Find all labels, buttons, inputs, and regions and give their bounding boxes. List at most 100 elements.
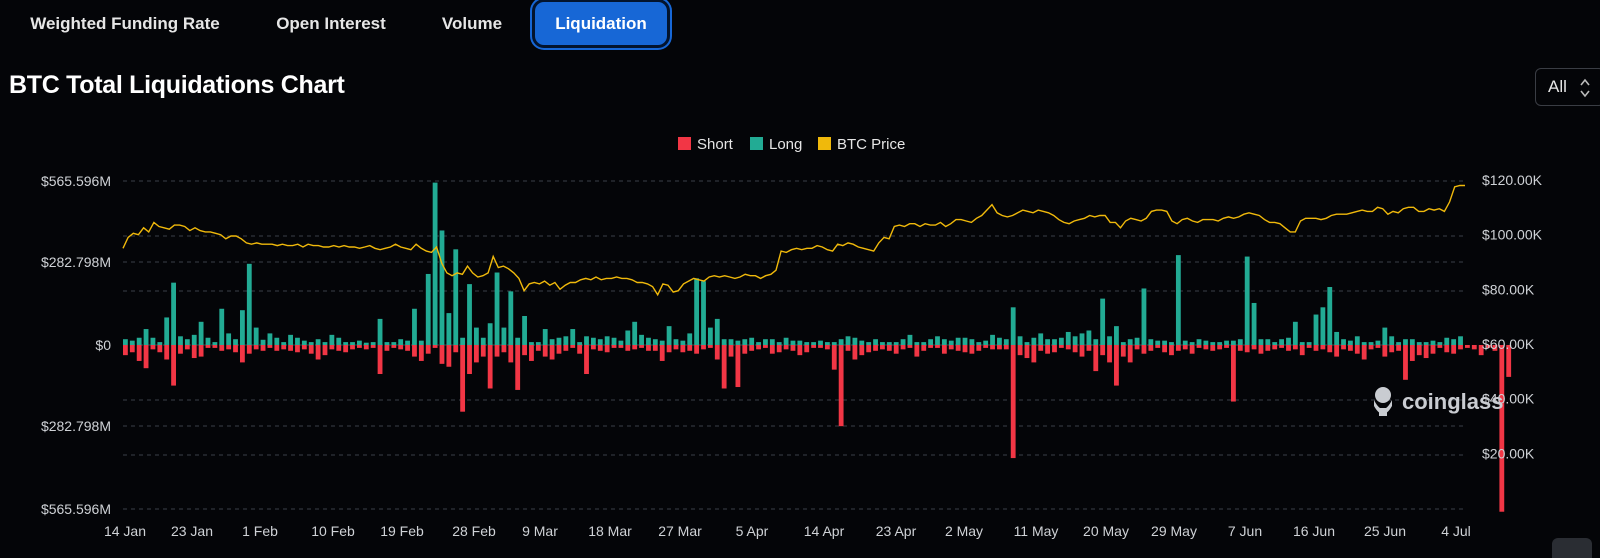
short-bar[interactable] xyxy=(446,345,452,367)
long-bar[interactable] xyxy=(136,337,142,345)
long-bar[interactable] xyxy=(666,326,672,345)
short-bar[interactable] xyxy=(350,345,355,350)
long-bar[interactable] xyxy=(900,339,906,345)
short-bar[interactable] xyxy=(1382,345,1388,357)
short-bar[interactable] xyxy=(405,345,410,351)
legend-item-long[interactable]: Long xyxy=(750,136,802,153)
long-bar[interactable] xyxy=(178,336,183,345)
long-bar[interactable] xyxy=(1451,339,1457,345)
short-bar[interactable] xyxy=(515,345,521,390)
long-bar[interactable] xyxy=(1361,342,1367,345)
short-bar[interactable] xyxy=(590,345,596,350)
tab-liquidation[interactable]: Liquidation xyxy=(535,2,667,45)
short-bar[interactable] xyxy=(336,345,342,351)
long-bar[interactable] xyxy=(1196,339,1202,345)
short-bar[interactable] xyxy=(852,345,858,360)
long-bar[interactable] xyxy=(735,340,741,345)
long-bar[interactable] xyxy=(1409,339,1415,345)
long-bar[interactable] xyxy=(659,340,665,345)
long-bar[interactable] xyxy=(1279,339,1284,345)
long-bar[interactable] xyxy=(301,340,307,345)
short-bar[interactable] xyxy=(811,345,817,348)
long-bar[interactable] xyxy=(129,340,135,345)
short-bar[interactable] xyxy=(1409,345,1415,361)
short-bar[interactable] xyxy=(288,345,293,351)
long-bar[interactable] xyxy=(205,337,211,345)
short-bar[interactable] xyxy=(1499,345,1505,512)
short-bar[interactable] xyxy=(1368,345,1374,350)
short-bar[interactable] xyxy=(1416,345,1422,356)
long-bar[interactable] xyxy=(577,342,583,345)
long-bar[interactable] xyxy=(1141,288,1147,345)
long-bar[interactable] xyxy=(1003,339,1009,345)
short-bar[interactable] xyxy=(1079,345,1085,357)
short-bar[interactable] xyxy=(1306,345,1312,348)
short-bar[interactable] xyxy=(1182,345,1188,350)
long-bar[interactable] xyxy=(1299,342,1305,345)
short-bar[interactable] xyxy=(487,345,493,389)
long-bar[interactable] xyxy=(350,342,355,345)
long-bar[interactable] xyxy=(928,339,934,345)
long-bar[interactable] xyxy=(467,284,472,345)
short-bar[interactable] xyxy=(1320,345,1326,350)
long-bar[interactable] xyxy=(1217,342,1223,345)
short-bar[interactable] xyxy=(1437,345,1443,348)
long-bar[interactable] xyxy=(790,340,796,345)
short-bar[interactable] xyxy=(267,345,273,348)
short-bar[interactable] xyxy=(432,345,438,348)
long-bar[interactable] xyxy=(281,342,287,345)
long-bar[interactable] xyxy=(1107,336,1112,345)
short-bar[interactable] xyxy=(1065,345,1071,350)
long-bar[interactable] xyxy=(549,339,555,345)
long-bar[interactable] xyxy=(763,339,768,345)
long-bar[interactable] xyxy=(824,342,830,345)
short-bar[interactable] xyxy=(797,345,803,356)
long-bar[interactable] xyxy=(1086,330,1092,346)
long-bar[interactable] xyxy=(446,313,452,345)
short-bar[interactable] xyxy=(990,345,995,350)
long-bar[interactable] xyxy=(1244,256,1250,345)
long-bar[interactable] xyxy=(1120,342,1126,345)
short-bar[interactable] xyxy=(301,345,307,350)
long-bar[interactable] xyxy=(1389,336,1395,345)
short-bar[interactable] xyxy=(1396,345,1401,351)
short-bar[interactable] xyxy=(742,345,748,354)
long-bar[interactable] xyxy=(1334,331,1340,345)
short-bar[interactable] xyxy=(1120,345,1126,357)
short-bar[interactable] xyxy=(1272,345,1278,350)
long-bar[interactable] xyxy=(1189,342,1195,345)
short-bar[interactable] xyxy=(859,345,865,356)
long-bar[interactable] xyxy=(570,329,576,345)
long-bar[interactable] xyxy=(198,321,204,345)
long-bar[interactable] xyxy=(1251,302,1257,345)
short-bar[interactable] xyxy=(549,345,555,360)
short-bar[interactable] xyxy=(838,345,844,427)
short-bar[interactable] xyxy=(556,345,562,354)
short-bar[interactable] xyxy=(308,345,314,354)
long-bar[interactable] xyxy=(990,334,995,345)
short-bar[interactable] xyxy=(1155,345,1161,348)
long-bar[interactable] xyxy=(955,337,961,345)
long-bar[interactable] xyxy=(226,333,232,345)
long-bar[interactable] xyxy=(1265,339,1271,345)
short-bar[interactable] xyxy=(1286,345,1291,351)
long-bar[interactable] xyxy=(473,327,479,345)
long-bar[interactable] xyxy=(1320,307,1326,345)
long-bar[interactable] xyxy=(1231,340,1236,345)
long-bar[interactable] xyxy=(914,342,920,345)
short-bar[interactable] xyxy=(818,345,823,348)
short-bar[interactable] xyxy=(219,345,225,351)
long-bar[interactable] xyxy=(845,336,851,345)
short-bar[interactable] xyxy=(1251,345,1257,350)
tab-open-interest[interactable]: Open Interest xyxy=(276,14,386,33)
long-bar[interactable] xyxy=(604,336,610,345)
short-bar[interactable] xyxy=(1024,345,1030,359)
long-bar[interactable] xyxy=(618,340,624,345)
short-bar[interactable] xyxy=(1327,345,1333,353)
long-bar[interactable] xyxy=(1416,342,1422,345)
short-bar[interactable] xyxy=(687,345,693,351)
short-bar[interactable] xyxy=(1279,345,1284,348)
short-bar[interactable] xyxy=(1169,345,1174,356)
long-bar[interactable] xyxy=(370,342,376,345)
long-bar[interactable] xyxy=(239,310,245,345)
